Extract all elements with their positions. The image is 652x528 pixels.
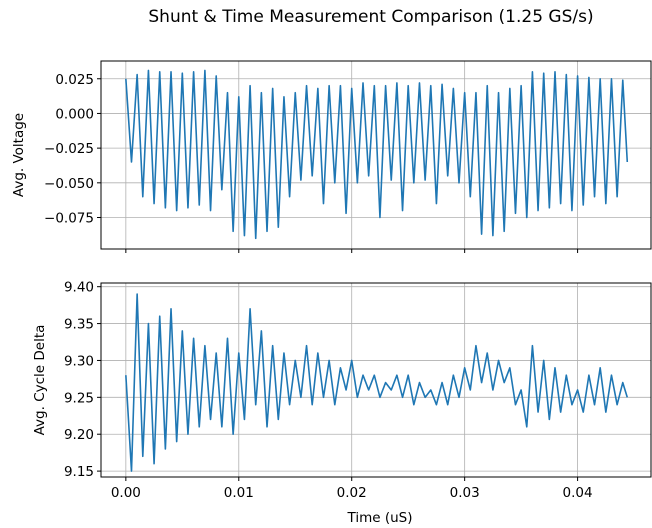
- cycle-delta-y-tick-label: 9.25: [64, 390, 94, 406]
- cycle-delta-y-tick-label: 9.35: [64, 317, 94, 333]
- voltage-subplot: 0.025 0.000 −0.025 −0.050 −0.075 Avg. Voltag…: [11, 60, 652, 253]
- cycle-delta-subplot: 9.40 9.35 9.30 9.25 9.20 9.15 0.00 0.01 0.02 0.0…: [32, 280, 652, 526]
- cycle-delta-y-label: Avg. Cycle Delta: [32, 325, 48, 436]
- x-tick-label: 0.04: [563, 485, 593, 501]
- cycle-delta-y-tick-label: 9.40: [64, 280, 94, 296]
- x-tick-label: 0.01: [224, 485, 254, 501]
- voltage-y-label: Avg. Voltage: [11, 113, 27, 197]
- voltage-y-tick-label: −0.025: [44, 141, 94, 157]
- voltage-y-tick-label: 0.025: [55, 72, 94, 88]
- voltage-plot-frame: [100, 60, 652, 250]
- x-tick-label: 0.03: [450, 485, 480, 501]
- x-axis-label: Time (uS): [347, 510, 413, 526]
- cycle-delta-plot-frame: [100, 282, 652, 478]
- cycle-delta-y-tick-label: 9.30: [64, 353, 94, 369]
- x-tick-label: 0.02: [337, 485, 367, 501]
- voltage-series-line: [125, 69, 629, 240]
- x-tick-label: 0.00: [111, 485, 141, 501]
- voltage-y-tick-label: 0.000: [55, 106, 94, 122]
- chart-title: Shunt & Time Measurement Comparison (1.2…: [148, 7, 593, 27]
- voltage-y-tick-label: −0.075: [44, 211, 94, 227]
- cycle-delta-y-tick-label: 9.20: [64, 427, 94, 443]
- cycle-delta-series-line: [125, 293, 629, 472]
- voltage-y-tick-label: −0.050: [44, 176, 94, 192]
- cycle-delta-y-tick-label: 9.15: [64, 464, 94, 480]
